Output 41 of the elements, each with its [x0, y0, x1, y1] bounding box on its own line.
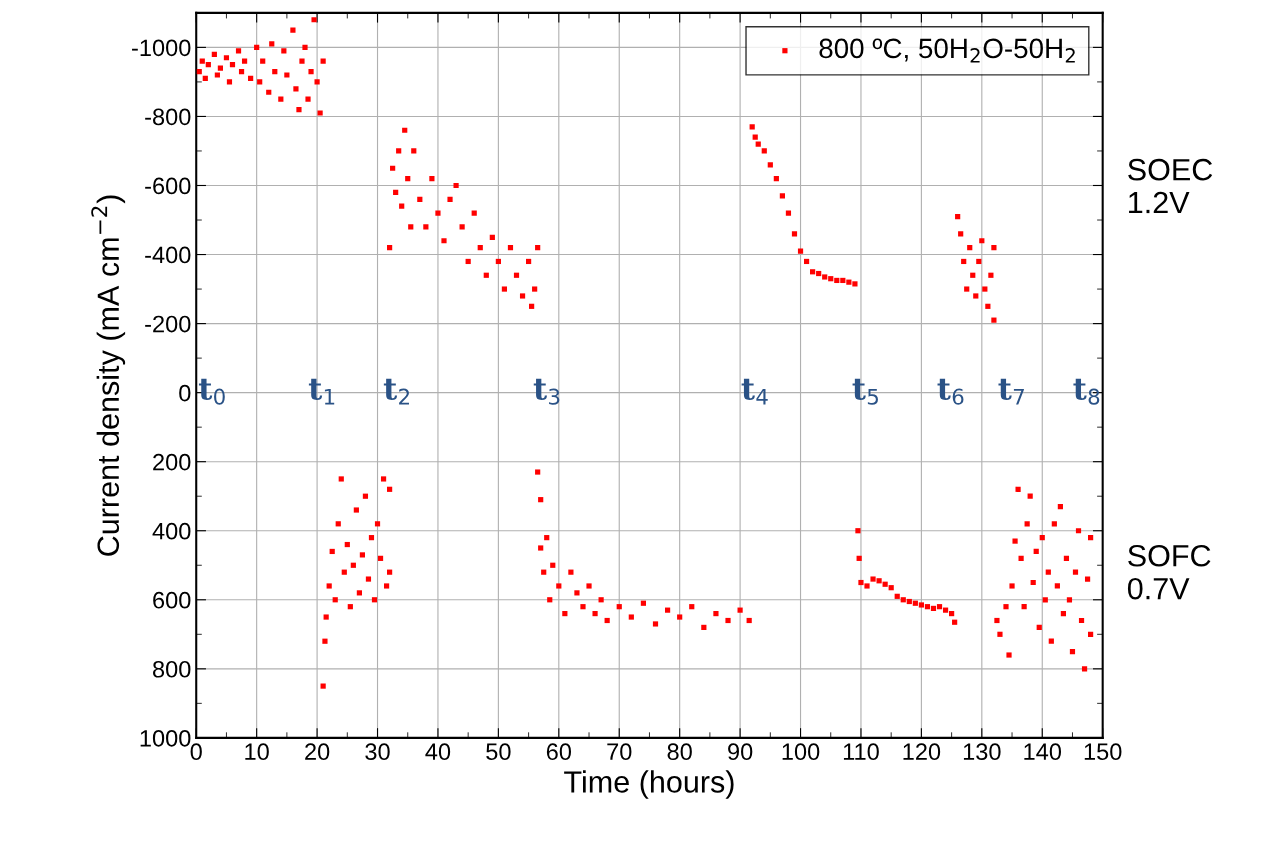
x-tick-label: 90	[728, 743, 753, 761]
x-axis-title: Time (hours)	[564, 770, 734, 799]
x-tick-label: 30	[365, 743, 390, 761]
y-tick-label: -600	[145, 177, 191, 195]
x-tick-label: 0	[190, 743, 202, 761]
x-tick-label: 100	[782, 743, 820, 761]
y-tick-label: 1000	[140, 729, 191, 747]
x-tick-label: 50	[486, 743, 511, 761]
x-tick-label: 70	[607, 743, 632, 761]
y-tick-label: 0	[179, 384, 191, 402]
annotation: t$_{1}$	[308, 378, 335, 405]
x-tick-label: 60	[546, 743, 572, 761]
x-tick-label: 110	[843, 743, 879, 761]
y-tick-label: -800	[145, 108, 191, 126]
y-tick-label: -400	[145, 246, 191, 264]
y-axis-title: Current density (mA cm$^{−2}$)	[91, 195, 126, 556]
y-tick-label: 600	[153, 591, 191, 609]
y-tick-label: 800	[153, 660, 191, 678]
y-tick-label: -1000	[132, 39, 191, 57]
x-tick-label: 40	[425, 743, 451, 761]
x-tick-label: 120	[903, 743, 941, 761]
text: SOEC 1.2V	[1128, 158, 1213, 214]
x-tick-label: 130	[963, 743, 1001, 761]
y-tick-label: 400	[152, 522, 191, 540]
x-tick-label: 140	[1024, 743, 1062, 761]
annotation: t$_{0}$	[198, 378, 225, 405]
legend-label: 800 ºC, 50H$_{2}$O-50H$_{2}$	[819, 38, 1075, 63]
annotation: t$_{3}$	[533, 378, 560, 405]
annotation: t$_{5}$	[852, 378, 878, 405]
annotation: t$_{7}$	[998, 378, 1024, 405]
x-tick-label: 150	[1084, 743, 1122, 761]
x-tick-label: 20	[305, 743, 330, 761]
y-tick-label: -200	[145, 315, 191, 333]
annotation: t$_{6}$	[937, 378, 964, 405]
annotation: t$_{4}$	[741, 378, 768, 405]
y-tick-label: 200	[153, 453, 191, 471]
x-tick-label: 80	[667, 743, 692, 761]
annotation: t$_{2}$	[383, 378, 409, 405]
annotation: t$_{8}$	[1073, 378, 1100, 405]
x-tick-label: 10	[245, 743, 269, 761]
text: SOFC 0.7V	[1127, 544, 1211, 600]
